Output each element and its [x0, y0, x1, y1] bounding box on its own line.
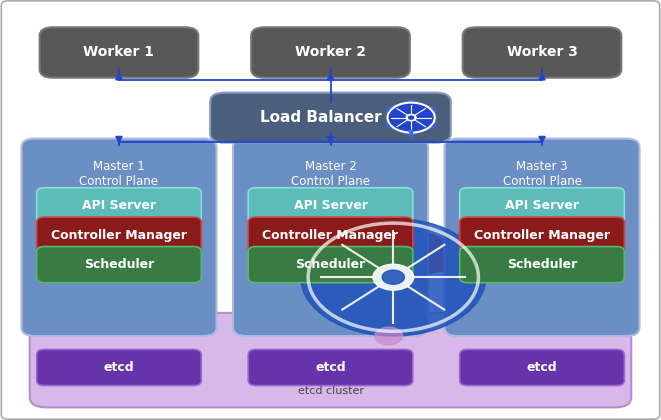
Text: Load Balancer: Load Balancer	[260, 110, 381, 125]
Polygon shape	[387, 100, 435, 135]
FancyBboxPatch shape	[249, 349, 412, 386]
Text: Controller Manager: Controller Manager	[51, 229, 187, 241]
Text: Controller Manager: Controller Manager	[474, 229, 610, 241]
Text: etcd: etcd	[527, 361, 557, 374]
Text: Scheduler: Scheduler	[295, 258, 366, 271]
Wedge shape	[301, 227, 471, 319]
FancyBboxPatch shape	[37, 349, 201, 386]
Text: Worker 3: Worker 3	[506, 45, 578, 60]
FancyBboxPatch shape	[249, 188, 412, 224]
FancyBboxPatch shape	[459, 247, 624, 283]
Text: Master 2
Control Plane: Master 2 Control Plane	[291, 160, 370, 188]
Circle shape	[382, 270, 405, 284]
Text: etcd cluster: etcd cluster	[297, 386, 364, 396]
Text: Scheduler: Scheduler	[507, 258, 577, 271]
Circle shape	[301, 218, 486, 336]
FancyBboxPatch shape	[21, 139, 216, 336]
FancyBboxPatch shape	[30, 313, 631, 407]
Text: Worker 1: Worker 1	[83, 45, 155, 60]
Text: Worker 2: Worker 2	[295, 45, 366, 60]
Text: Scheduler: Scheduler	[84, 258, 154, 271]
FancyBboxPatch shape	[249, 247, 412, 283]
FancyBboxPatch shape	[249, 217, 412, 253]
FancyBboxPatch shape	[37, 188, 201, 224]
FancyBboxPatch shape	[459, 217, 624, 253]
FancyBboxPatch shape	[459, 349, 624, 386]
FancyBboxPatch shape	[463, 27, 621, 78]
Circle shape	[375, 327, 403, 345]
Circle shape	[373, 264, 414, 290]
Circle shape	[406, 114, 416, 121]
Text: Master 3
Control Plane: Master 3 Control Plane	[502, 160, 582, 188]
FancyBboxPatch shape	[37, 247, 201, 283]
Text: API Server: API Server	[293, 200, 368, 212]
Text: API Server: API Server	[82, 200, 156, 212]
Text: API Server: API Server	[505, 200, 579, 212]
FancyBboxPatch shape	[459, 188, 624, 224]
FancyBboxPatch shape	[40, 27, 198, 78]
Text: Controller Manager: Controller Manager	[262, 229, 399, 241]
FancyBboxPatch shape	[210, 92, 451, 143]
Text: Master 1
Control Plane: Master 1 Control Plane	[79, 160, 159, 188]
FancyBboxPatch shape	[251, 27, 410, 78]
FancyBboxPatch shape	[444, 139, 639, 336]
FancyBboxPatch shape	[233, 139, 428, 336]
Circle shape	[408, 116, 414, 119]
FancyBboxPatch shape	[37, 217, 201, 253]
Text: etcd: etcd	[315, 361, 346, 374]
Text: etcd: etcd	[104, 361, 134, 374]
